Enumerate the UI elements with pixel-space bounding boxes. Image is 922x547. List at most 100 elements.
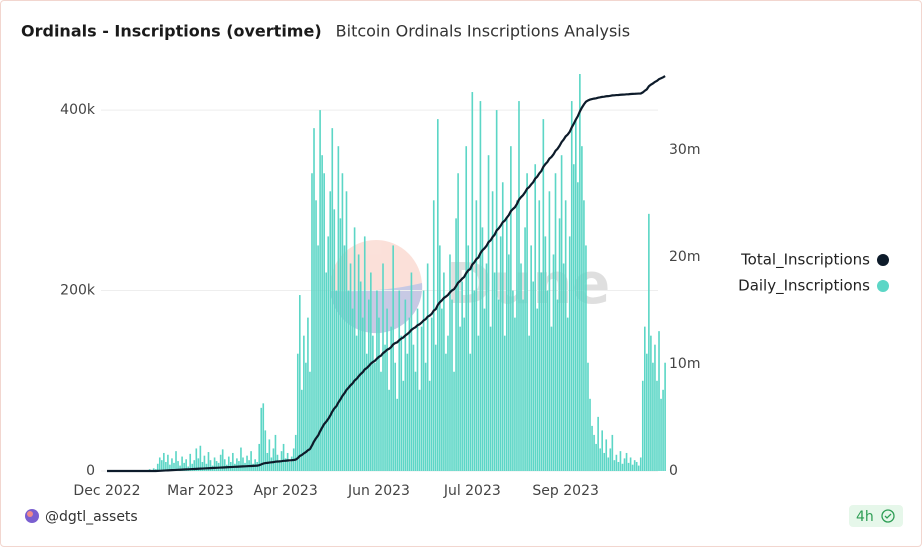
bar [278,460,281,471]
bar [408,317,411,471]
bar [627,462,630,471]
bar [167,454,169,471]
bar [619,451,622,471]
bar [193,460,196,471]
bar [380,371,382,471]
bar [160,460,163,471]
bar [361,317,364,471]
bar [357,254,360,471]
bar [579,74,581,471]
bar [294,434,297,471]
bar [660,398,662,471]
bar [370,272,372,471]
bar [597,416,599,471]
bar [286,452,289,471]
bar [376,290,378,471]
bar [609,448,612,471]
bar [439,245,441,471]
bar [272,448,275,471]
bar [639,457,642,471]
bar [351,308,354,471]
bar [497,299,500,471]
bar [264,430,267,471]
bar [577,182,579,472]
x-tick-label: Jul 2023 [443,483,501,499]
bar [601,430,603,471]
bar [564,200,567,471]
bar [587,362,589,471]
bar [327,236,330,471]
bar [242,457,244,471]
bar [282,443,285,471]
bar [526,173,528,471]
bar [548,191,551,471]
bar [451,299,453,471]
bar [595,443,597,471]
bar [518,101,520,472]
bar [404,299,407,471]
bar [566,317,569,471]
bar [445,353,447,471]
bar [207,452,210,471]
bar [252,463,254,471]
bar [317,245,319,471]
bar [585,245,587,471]
bar [471,92,474,471]
bar [633,460,636,471]
bar [514,317,516,471]
bar [181,456,183,471]
bar [209,460,212,471]
bar [296,353,299,471]
x-tick-label: Jun 2023 [347,483,410,499]
bar [568,236,571,471]
legend-marker [877,280,889,292]
bar [372,335,374,471]
bar [430,317,433,471]
bar [335,290,338,471]
bar [648,213,650,471]
bar [183,462,185,471]
y2-tick-label: 0 [669,463,678,479]
bar [301,389,303,471]
bar [392,245,394,471]
bar [473,290,476,471]
bar [591,425,593,471]
bar [491,191,494,471]
bar [463,317,465,471]
bar [420,326,423,471]
bar [347,290,350,471]
bar [493,272,496,471]
bar [414,371,417,471]
bar [520,263,522,471]
bar [416,308,419,471]
bar [418,389,421,471]
bar [467,245,470,471]
bar [623,458,626,471]
bar [177,461,179,471]
y-tick-label: 0 [86,463,95,479]
bar [315,200,317,471]
bar [501,182,504,472]
bar [412,344,415,471]
bar [658,331,660,471]
bar [583,200,585,471]
bar [528,335,530,471]
bar [574,119,577,471]
bar [465,146,468,471]
x-tick-label: Apr 2023 [253,483,317,499]
bar [382,263,384,471]
bar [664,362,666,471]
bar [367,299,370,471]
check-mark [884,513,892,519]
bar [603,452,606,471]
bar [503,335,506,471]
bar [158,457,161,471]
bar [611,434,614,471]
bar [589,398,591,471]
author[interactable]: @dgtl_assets [45,509,138,525]
bar [656,380,658,471]
bar [329,191,332,471]
bar [199,445,202,471]
chart-title: Ordinals - Inscriptions (overtime) [21,22,322,41]
line [107,75,666,473]
